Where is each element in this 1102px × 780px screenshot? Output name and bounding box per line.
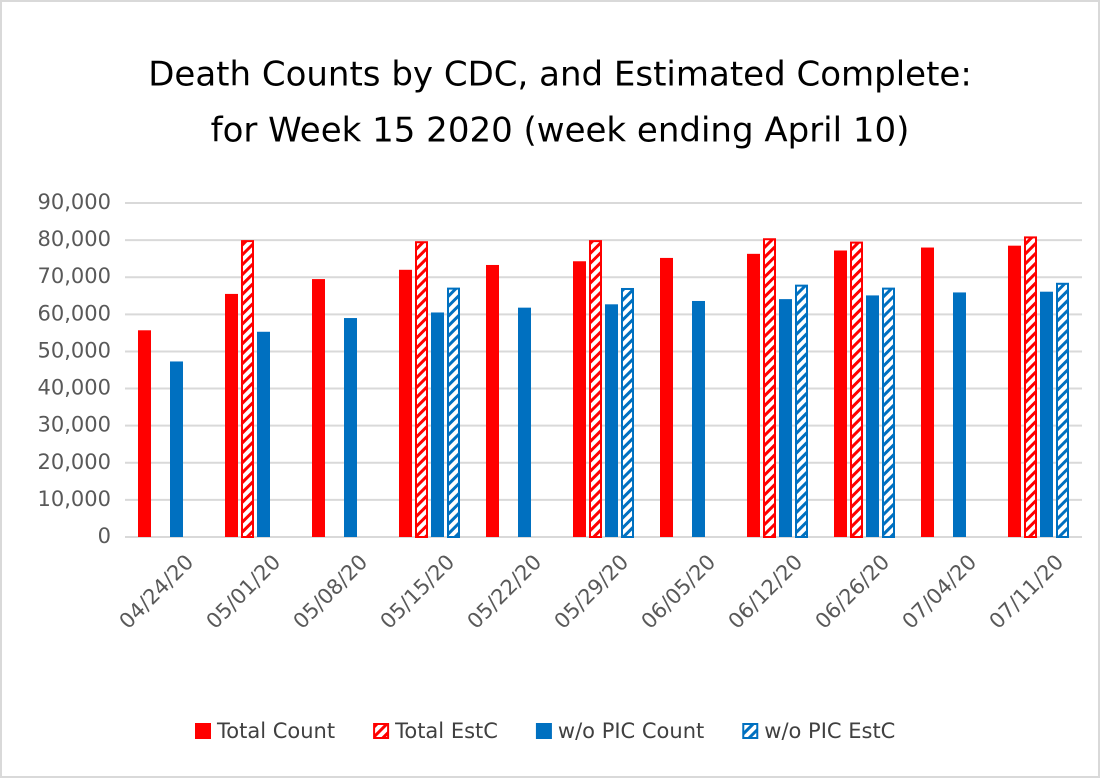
legend: Total Count Total EstC w/o PIC Count w/o PI… <box>195 719 895 743</box>
bar <box>882 287 895 539</box>
bar <box>621 287 634 538</box>
y-tick-label: 0 <box>98 524 111 548</box>
bar <box>518 307 531 537</box>
y-tick-label: 70,000 <box>38 264 111 288</box>
bar <box>312 279 325 537</box>
legend-label: w/o PIC Count <box>558 719 704 743</box>
bar <box>138 330 151 537</box>
y-tick-label: 10,000 <box>38 487 111 511</box>
y-tick-label: 80,000 <box>38 227 111 251</box>
legend-label: Total Count <box>216 719 335 743</box>
bar <box>1008 245 1021 537</box>
bar <box>589 240 602 538</box>
legend-swatch <box>535 723 552 739</box>
legend-swatch <box>195 723 211 739</box>
bar <box>447 287 460 539</box>
bar <box>241 240 254 538</box>
legend-label: Total EstC <box>394 719 498 743</box>
bar <box>399 269 412 537</box>
bar <box>1056 282 1069 538</box>
y-tick-label: 20,000 <box>38 450 111 474</box>
bar <box>866 295 879 537</box>
bar <box>1024 236 1037 538</box>
bar <box>170 361 183 537</box>
legend-swatch <box>373 723 390 739</box>
y-tick-label: 30,000 <box>38 413 111 437</box>
bar <box>763 238 776 538</box>
bar <box>921 247 934 538</box>
bar <box>747 253 760 537</box>
bar <box>692 300 705 537</box>
y-tick-label: 90,000 <box>38 190 111 214</box>
bar <box>1040 291 1053 537</box>
bar <box>834 250 847 537</box>
bar <box>415 241 428 538</box>
bar <box>431 312 444 537</box>
bar <box>225 293 238 537</box>
y-tick-label: 40,000 <box>38 376 111 400</box>
y-tick-label: 60,000 <box>38 301 111 325</box>
bar <box>953 292 966 537</box>
legend-swatch <box>742 723 759 739</box>
chart-title: for Week 15 2020 (week ending April 10) <box>211 111 910 151</box>
bar <box>344 318 357 537</box>
y-tick-label: 50,000 <box>38 338 111 362</box>
chart-title: Death Counts by CDC, and Estimated Compl… <box>148 55 972 95</box>
legend-label: w/o PIC EstC <box>764 719 895 743</box>
bar <box>257 331 270 537</box>
bar <box>779 299 792 537</box>
bar <box>573 261 586 537</box>
bar <box>486 264 499 537</box>
bar <box>660 257 673 537</box>
bar <box>605 304 618 537</box>
bar <box>795 284 808 538</box>
bar <box>850 241 863 538</box>
